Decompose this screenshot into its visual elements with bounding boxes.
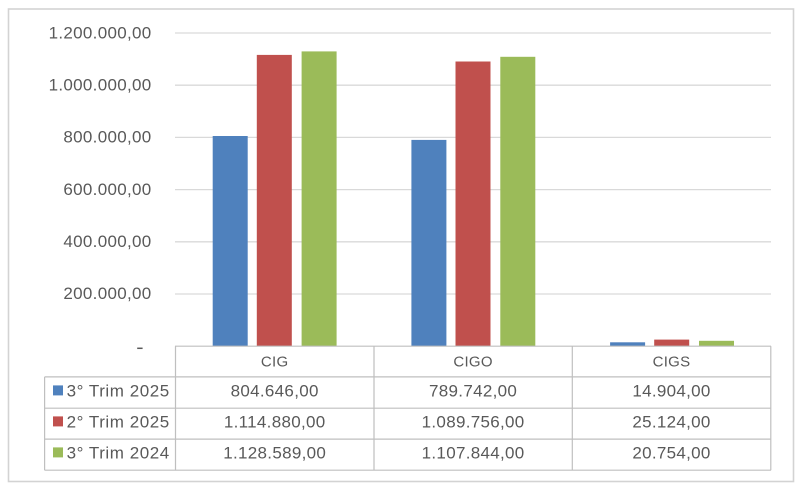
svg-text:400.000,00: 400.000,00 [63, 232, 151, 251]
svg-text:1.107.844,00: 1.107.844,00 [422, 444, 525, 463]
svg-text:1.200.000,00: 1.200.000,00 [49, 24, 152, 43]
svg-text:600.000,00: 600.000,00 [63, 180, 151, 199]
svg-text:789.742,00: 789.742,00 [429, 382, 517, 401]
svg-text:CIGS: CIGS [653, 353, 691, 370]
svg-text:804.646,00: 804.646,00 [231, 382, 319, 401]
svg-text:CIG: CIG [261, 353, 289, 370]
svg-text:2° Trim 2025: 2° Trim 2025 [67, 413, 170, 432]
svg-text:3° Trim 2025: 3° Trim 2025 [67, 382, 170, 401]
svg-text:14.904,00: 14.904,00 [632, 382, 710, 401]
svg-text:25.124,00: 25.124,00 [632, 413, 710, 432]
svg-text:3° Trim 2024: 3° Trim 2024 [67, 444, 170, 463]
svg-text:20.754,00: 20.754,00 [632, 444, 710, 463]
svg-text:200.000,00: 200.000,00 [63, 284, 151, 303]
svg-text:1.089.756,00: 1.089.756,00 [422, 413, 525, 432]
svg-text:1.128.589,00: 1.128.589,00 [223, 444, 326, 463]
svg-text:800.000,00: 800.000,00 [63, 128, 151, 147]
svg-text:1.000.000,00: 1.000.000,00 [49, 76, 152, 95]
svg-text:CIGO: CIGO [453, 353, 493, 370]
svg-text:1.114.880,00: 1.114.880,00 [224, 413, 326, 432]
